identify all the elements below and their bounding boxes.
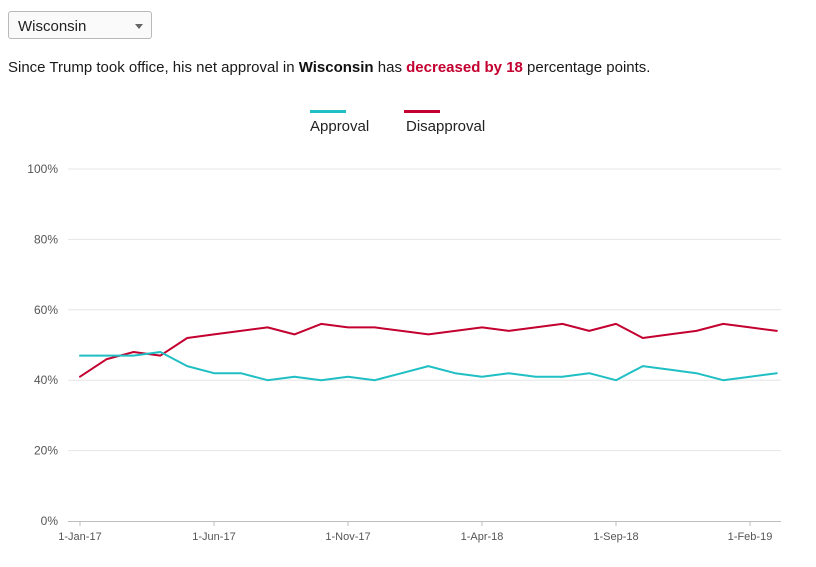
x-tick-label: 1-Nov-17 (325, 531, 370, 543)
chart-grid (68, 168, 781, 452)
summary-change: decreased by 18 (406, 59, 523, 76)
y-tick-label: 80% (34, 232, 58, 246)
y-tick-label: 100% (27, 162, 58, 176)
x-tick-label: 1-Jun-17 (192, 531, 235, 543)
y-tick-label: 0% (41, 514, 59, 528)
x-tick-label: 1-Jan-17 (58, 531, 101, 543)
legend-label-approval: Approval (310, 118, 370, 135)
chevron-down-icon[interactable] (135, 24, 143, 29)
x-tick-label: 1-Apr-18 (461, 531, 504, 543)
y-tick-label: 20% (34, 444, 58, 458)
summary-prefix: Since Trump took office, his net approva… (8, 59, 299, 76)
summary-text: Since Trump took office, his net approva… (8, 59, 650, 76)
series-line-approval (79, 351, 778, 382)
state-select-value: Wisconsin (18, 18, 87, 35)
y-axis-ticks: 0% 20% 40% 60% 80% 100% (27, 162, 58, 528)
legend-swatch-approval (310, 110, 346, 113)
series-line-disapproval (79, 322, 778, 378)
y-tick-label: 60% (34, 303, 58, 317)
summary-state: Wisconsin (298, 59, 374, 76)
summary-middle: has (373, 59, 407, 76)
state-select[interactable]: Wisconsin (8, 11, 152, 39)
chart-series (79, 322, 778, 382)
y-tick-label: 40% (34, 373, 58, 387)
x-tick-label: 1-Sep-18 (593, 531, 638, 543)
x-tick-label: 1-Feb-19 (728, 531, 773, 543)
x-axis: 1-Jan-17 1-Jun-17 1-Nov-17 1-Apr-18 1-Sep-18… (58, 521, 781, 543)
summary-suffix: percentage points. (522, 59, 651, 76)
legend-swatch-disapproval (404, 110, 440, 113)
legend-label-disapproval: Disapproval (406, 118, 486, 135)
